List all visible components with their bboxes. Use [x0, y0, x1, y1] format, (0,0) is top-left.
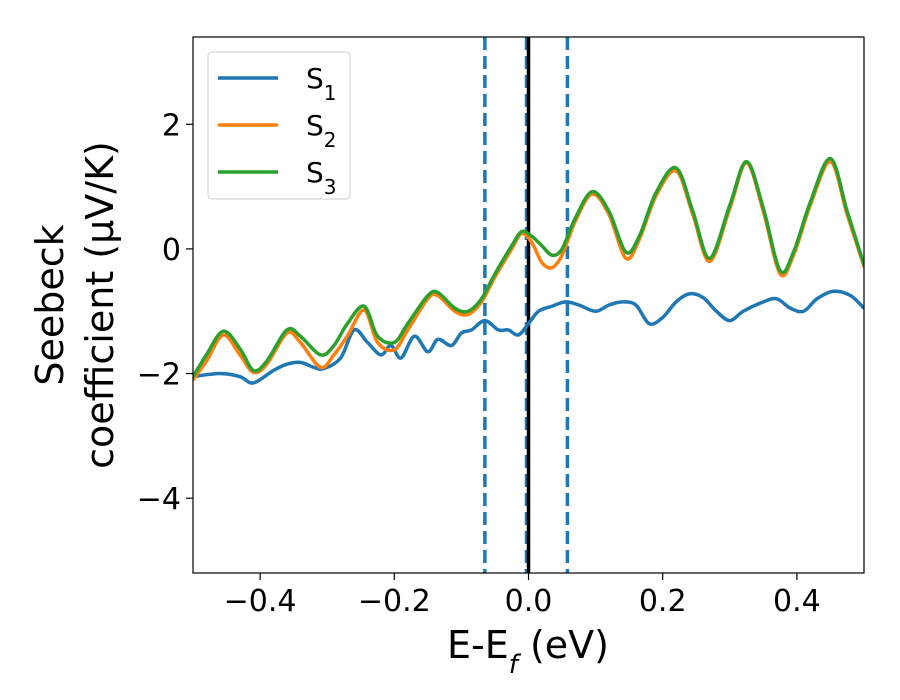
legend-label-s1: S1 [306, 62, 337, 105]
legend-label-s3: S3 [306, 156, 337, 199]
y-tick-label: −4 [137, 482, 181, 517]
series-line-s3 [193, 156, 864, 379]
y-tick-label: 0 [162, 233, 181, 268]
x-tick-label: −0.4 [224, 584, 297, 619]
y-axis-title-line2: coefficient (μV/K) [78, 141, 122, 469]
legend-label-s2: S2 [306, 109, 337, 152]
legend-box [207, 51, 351, 200]
x-tick-label: 0.4 [773, 584, 821, 619]
x-tick-label: 0.2 [639, 584, 687, 619]
y-axis-title: Seebeck coefficient (μV/K) [28, 141, 122, 469]
series-lines [193, 156, 864, 385]
x-axis-title: E-Ef (eV) [447, 623, 609, 680]
x-axis: −0.4 −0.2 0.0 0.2 0.4 [224, 573, 821, 619]
y-tick-label: −2 [137, 358, 181, 393]
reference-lines [483, 37, 570, 573]
y-tick-label: 2 [162, 108, 181, 143]
y-axis: −4 −2 0 2 [137, 108, 193, 517]
x-tick-label: −0.2 [358, 584, 431, 619]
x-tick-label: 0.0 [505, 584, 553, 619]
y-axis-title-line1: Seebeck [28, 224, 72, 385]
